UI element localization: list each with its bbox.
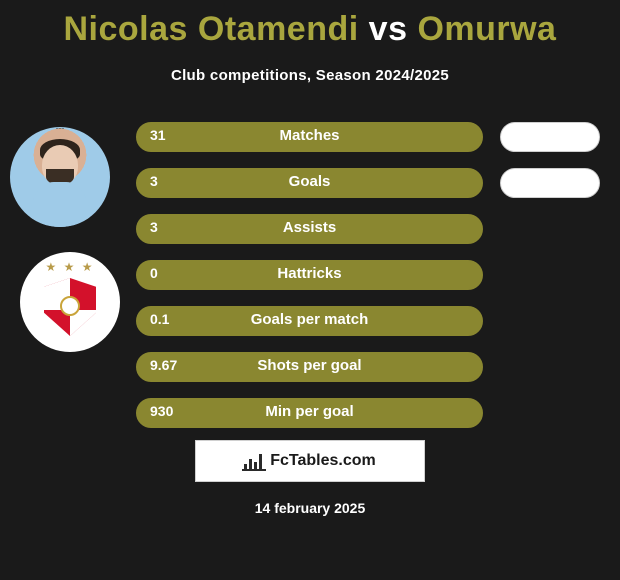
stat-row: 0 Hattricks — [0, 252, 620, 298]
stat-row: 3 Assists — [0, 206, 620, 252]
stat-row: 930 Min per goal — [0, 390, 620, 436]
date-text: 14 february 2025 — [0, 500, 620, 516]
stat-label: Min per goal — [136, 403, 483, 420]
stat-row: 0.1 Goals per match — [0, 298, 620, 344]
credit-box[interactable]: FcTables.com — [195, 440, 425, 482]
stat-row: 9.67 Shots per goal — [0, 344, 620, 390]
stat-label: Goals — [136, 173, 483, 190]
player1-name: Nicolas Otamendi — [64, 10, 359, 48]
stat-pill-right — [500, 168, 600, 198]
stat-label: Assists — [136, 219, 483, 236]
stat-label: Shots per goal — [136, 357, 483, 374]
stat-row: 31 Matches — [0, 114, 620, 160]
stat-row: 3 Goals — [0, 160, 620, 206]
stats-rows: 31 Matches 3 Goals 3 Assists 0 Hattricks… — [0, 114, 620, 436]
fctables-logo-icon — [244, 452, 264, 470]
player2-name: Omurwa — [417, 10, 556, 48]
subtitle: Club competitions, Season 2024/2025 — [0, 67, 620, 84]
vs-text: vs — [369, 10, 408, 48]
stat-label: Hattricks — [136, 265, 483, 282]
credit-text: FcTables.com — [270, 452, 376, 470]
stat-pill-right — [500, 122, 600, 152]
stat-label: Goals per match — [136, 311, 483, 328]
comparison-title: Nicolas Otamendi vs Omurwa — [0, 0, 620, 49]
stat-label: Matches — [136, 127, 483, 144]
